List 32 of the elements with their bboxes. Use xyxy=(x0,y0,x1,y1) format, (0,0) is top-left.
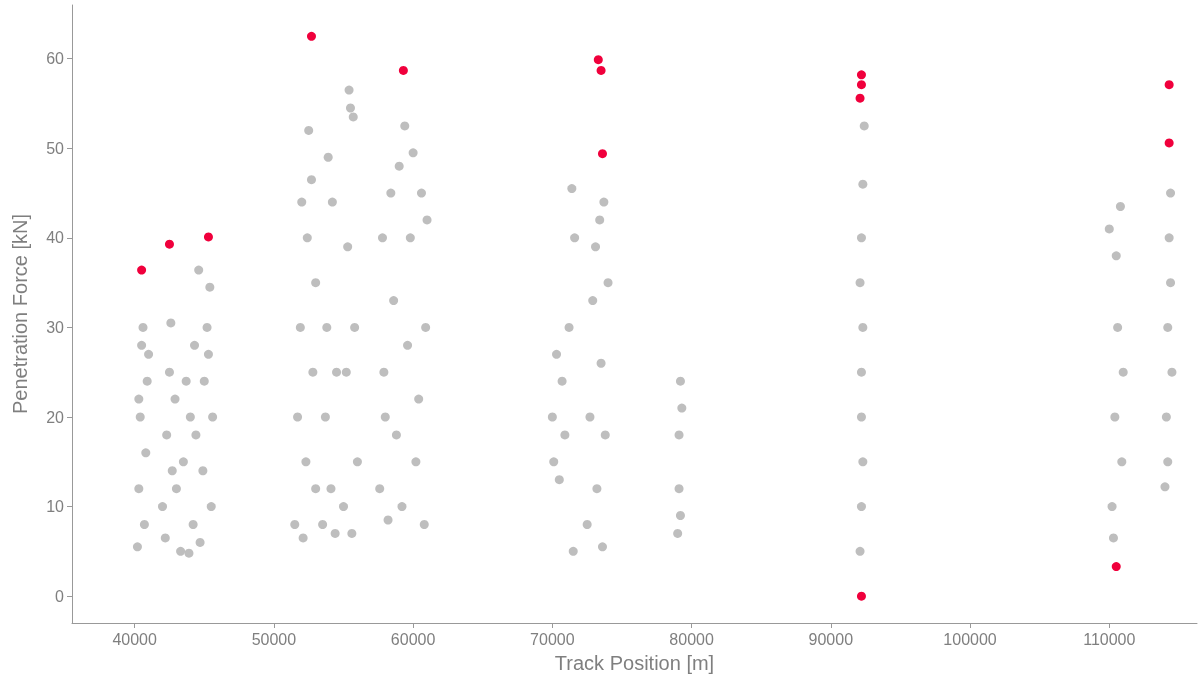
x-tick-label: 90000 xyxy=(808,630,854,648)
x-tick-label: 60000 xyxy=(390,630,436,648)
point xyxy=(596,65,606,75)
x-tick-label: 100000 xyxy=(943,630,997,648)
y-tick-label: 10 xyxy=(46,498,65,516)
point xyxy=(1164,138,1174,148)
y-tick-label: 50 xyxy=(46,139,65,157)
point xyxy=(856,591,866,601)
point xyxy=(398,65,408,75)
x-tick-label: 40000 xyxy=(112,630,157,648)
point xyxy=(137,265,147,275)
point xyxy=(856,80,866,90)
x-tick-label: 110000 xyxy=(1083,630,1136,648)
point xyxy=(164,239,174,249)
y-tick-label: 20 xyxy=(46,408,65,426)
y-axis-title: Penetration Force [kN] xyxy=(9,213,31,415)
point xyxy=(856,70,866,80)
x-tick-label: 50000 xyxy=(251,630,297,648)
y-tick-label: 40 xyxy=(46,229,65,247)
y-tick-label: 30 xyxy=(46,318,65,336)
point xyxy=(1111,562,1121,572)
x-tick-label: 80000 xyxy=(669,630,714,648)
point xyxy=(203,232,213,242)
y-tick-label: 60 xyxy=(46,50,65,68)
point xyxy=(1164,80,1174,90)
x-axis-title: Track Position [m] xyxy=(554,652,715,674)
point xyxy=(306,31,316,41)
x-tick-label: 70000 xyxy=(530,630,575,648)
y-tick-label: 0 xyxy=(55,587,65,605)
point xyxy=(855,93,865,103)
point xyxy=(597,149,607,159)
point xyxy=(593,55,603,65)
